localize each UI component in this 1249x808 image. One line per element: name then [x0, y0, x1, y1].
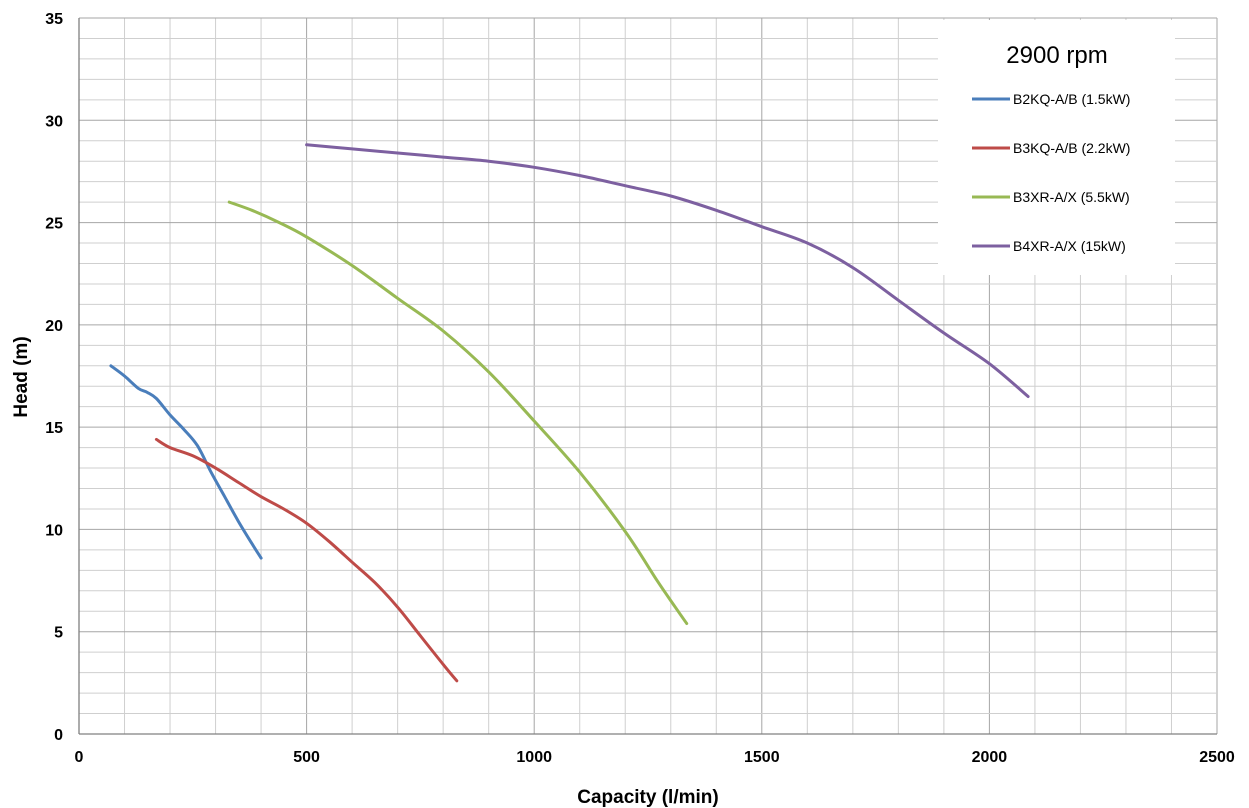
axis-ticks: 0 500 1000 1500 2000 2500 0 5 10 15 20 25 30 35 — [45, 11, 1235, 766]
legend-label-4: B4XR-A/X (15kW) — [1013, 238, 1126, 254]
x-tick-label: 0 — [75, 749, 84, 766]
y-tick-label: 35 — [45, 11, 63, 28]
y-tick-label: 20 — [45, 318, 63, 335]
legend-label-3: B3XR-A/X (5.5kW) — [1013, 189, 1130, 205]
y-tick-label: 5 — [54, 625, 63, 642]
x-tick-label: 1000 — [516, 749, 552, 766]
series-line-4 — [305, 143, 1030, 398]
y-tick-label: 30 — [45, 113, 63, 130]
legend-items: B2KQ-A/B (1.5kW) B3KQ-A/B (2.2kW) B3XR-A/X… — [972, 91, 1130, 254]
grid — [78, 17, 1218, 735]
series-line-2 — [154, 437, 459, 683]
series-line-1 — [109, 364, 263, 560]
y-axis-title: Head (m) — [11, 336, 32, 417]
series-lines — [109, 143, 1030, 683]
x-tick-label: 2000 — [972, 749, 1008, 766]
x-tick-label: 2500 — [1199, 749, 1235, 766]
series-line-3 — [227, 200, 689, 625]
y-tick-label: 15 — [45, 420, 63, 437]
legend-label-2: B3KQ-A/B (2.2kW) — [1013, 140, 1130, 156]
x-axis-title: Capacity (l/min) — [577, 787, 718, 808]
y-tick-label: 0 — [54, 727, 63, 744]
legend-label-1: B2KQ-A/B (1.5kW) — [1013, 91, 1130, 107]
legend-title: 2900 rpm — [1006, 42, 1107, 69]
y-tick-label: 25 — [45, 216, 63, 233]
x-tick-label: 500 — [293, 749, 320, 766]
x-tick-label: 1500 — [744, 749, 780, 766]
y-tick-label: 10 — [45, 522, 63, 539]
legend: 2900 rpm B2KQ-A/B (1.5kW) B3KQ-A/B (2.2kW… — [938, 20, 1175, 275]
